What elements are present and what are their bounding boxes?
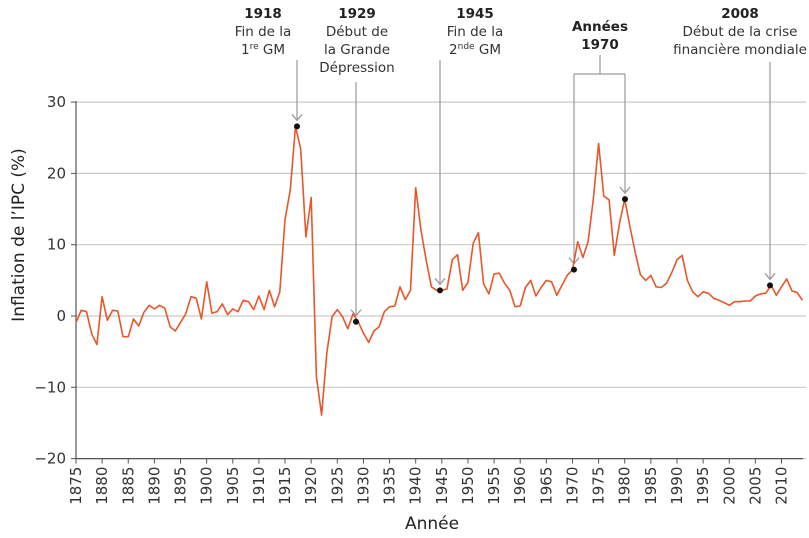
- annotation-1945-marker: [437, 287, 443, 294]
- y-axis-label: Inflation de l’IPC (%): [9, 148, 29, 322]
- annotation-text: Dépression: [319, 60, 394, 76]
- x-tick-label: 1910: [250, 467, 268, 505]
- annotation-text: la Grande: [324, 42, 390, 58]
- annotation-text: Fin de la: [447, 24, 504, 40]
- x-tick-label: 1920: [302, 467, 320, 505]
- annotation-1945-arrow-icon: [434, 277, 446, 286]
- inflation-series-line: [75, 125, 804, 416]
- x-tick-label: 1930: [354, 467, 372, 505]
- annotation-1970s-end-arrow-icon: [619, 186, 631, 195]
- x-tick-label: 1965: [537, 467, 555, 505]
- x-axis-label: Année: [405, 514, 459, 534]
- annotation-1929: 1929 Début de la Grande Dépression: [319, 6, 394, 76]
- x-tick-label: 1915: [276, 467, 294, 505]
- annotation-markers: [294, 123, 773, 325]
- y-tick-label: 0: [56, 307, 66, 325]
- annotations: 1918 Fin de la 1re GM 1929 Début de la Grande…: [235, 6, 807, 317]
- x-tick-label: 1985: [642, 467, 660, 505]
- annotation-1918: 1918 Fin de la 1re GM: [235, 6, 292, 58]
- x-tick-label: 1875: [67, 467, 85, 505]
- annotation-2008-marker: [767, 282, 773, 289]
- x-tick-label: 1955: [485, 467, 503, 505]
- y-tick-label: −20: [34, 450, 66, 468]
- y-tick-label: −10: [34, 378, 66, 396]
- annotation-1918-marker: [294, 123, 300, 130]
- x-tick-label: 1900: [198, 467, 216, 505]
- annotation-1970s-start-marker: [571, 266, 577, 273]
- x-tick-label: 1905: [224, 467, 242, 505]
- annotation-1929-marker: [353, 318, 359, 325]
- annotation-text: Début de: [326, 24, 388, 40]
- y-tick-label: 10: [47, 236, 66, 254]
- annotation-1945: 1945 Fin de la 2nde GM: [447, 6, 504, 58]
- annotation-text: 1re GM: [241, 42, 285, 58]
- annotation-text: Fin de la: [235, 24, 292, 40]
- x-tick-label: 1880: [93, 467, 111, 505]
- annotation-annes: Années 1970: [572, 19, 628, 53]
- x-tick-label: 1945: [433, 467, 451, 505]
- ordinal-number: 1: [241, 42, 250, 58]
- x-tick-label: 1995: [694, 467, 712, 505]
- annotation-title: 1929: [338, 6, 376, 22]
- x-tick-label: 1960: [511, 467, 529, 505]
- x-tick-label: 1990: [668, 467, 686, 505]
- x-tick-label: 2000: [720, 467, 738, 505]
- x-tick-label: 2005: [746, 467, 764, 505]
- annotation-2008: 2008 Début de la crise financière mondiale: [673, 6, 807, 58]
- ordinal-number: 2: [449, 42, 458, 58]
- annotation-text: financière mondiale: [673, 42, 807, 58]
- gridlines: [76, 101, 806, 460]
- x-tick-label: 1950: [459, 467, 477, 505]
- y-tick-label: 20: [47, 164, 66, 182]
- y-tick-label: 30: [47, 93, 66, 111]
- annotation-2008-arrow-icon: [764, 272, 776, 281]
- x-tick-label: 1885: [119, 467, 137, 505]
- annotation-text-end: GM: [259, 42, 285, 58]
- annotation-1929-arrow-icon: [350, 309, 362, 317]
- ordinal-suffix: nde: [458, 42, 475, 52]
- x-tick-label: 1890: [145, 467, 163, 505]
- annotation-title: 2008: [721, 6, 759, 22]
- annotation-title: Années: [572, 19, 628, 35]
- x-tick-label: 1935: [381, 467, 399, 505]
- x-tick-label: 1970: [563, 467, 581, 505]
- annotation-title: 1945: [456, 6, 494, 22]
- x-tick-label: 1940: [407, 467, 425, 505]
- annotation-title-2: 1970: [581, 37, 619, 53]
- annotation-1918-arrow-icon: [291, 113, 303, 122]
- x-tick-label: 1980: [616, 467, 634, 505]
- x-tick-label: 2010: [773, 467, 791, 505]
- annotation-text: Début de la crise: [683, 24, 798, 40]
- x-tick-label: 1925: [328, 467, 346, 505]
- annotation-text: 2nde GM: [449, 42, 501, 58]
- annotation-title: 1918: [244, 6, 282, 22]
- axes: −20 −10 0 10 20 30 1875 1880 1885 1890 1895 1900 190…: [34, 93, 803, 505]
- annotation-1970s-end-marker: [622, 196, 628, 203]
- ordinal-suffix: re: [250, 42, 260, 52]
- annotation-text-end: GM: [475, 42, 501, 58]
- x-tick-label: 1895: [172, 467, 190, 505]
- x-tick-label: 1975: [590, 467, 608, 505]
